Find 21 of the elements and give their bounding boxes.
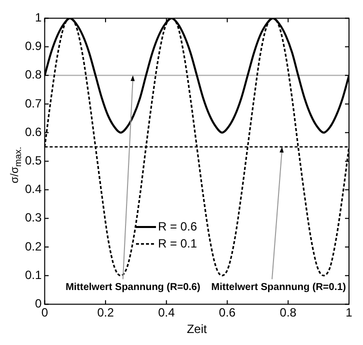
legend-label: R = 0.1 <box>158 236 198 250</box>
x-tick-label: 0.8 <box>280 306 297 320</box>
y-tick-label: 0.5 <box>24 154 42 168</box>
y-tick-label: 0.4 <box>24 182 42 196</box>
x-tick-label: 1 <box>346 306 353 320</box>
y-tick-label: 0 <box>34 296 42 311</box>
legend-label: R = 0.6 <box>158 219 198 234</box>
annotation: Mittelwert Spannung (R=0.1) <box>211 282 346 293</box>
y-tick-label: 0.1 <box>24 268 42 282</box>
y-tick-label: 0.6 <box>24 124 42 139</box>
x-tick-label: 0.6 <box>218 306 236 320</box>
x-tick-label: 0.4 <box>158 306 176 320</box>
y-tick-label: 0.2 <box>24 239 42 254</box>
y-tick-label: 1 <box>34 10 42 25</box>
y-tick-label: 0.9 <box>24 39 42 54</box>
x-tick-label: 0.2 <box>97 306 114 320</box>
y-tick-label: 0.7 <box>24 96 42 110</box>
y-tick-label: 0.3 <box>24 210 42 225</box>
annotation: Mittelwert Spannung (R=0.6) <box>66 282 200 293</box>
x-axis-title: Zeit <box>186 322 208 336</box>
y-tick-label: 0.8 <box>24 68 42 82</box>
